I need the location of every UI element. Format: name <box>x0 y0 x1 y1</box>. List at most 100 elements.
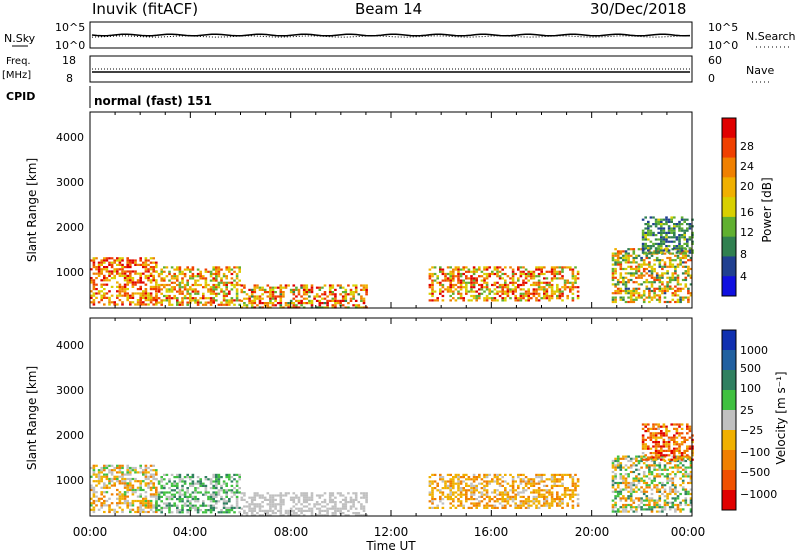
scatter-cell <box>212 279 215 282</box>
scatter-cell <box>279 514 283 517</box>
scatter-cell <box>215 502 218 505</box>
scatter-cell <box>178 498 182 501</box>
scatter-cell <box>328 286 332 289</box>
scatter-cell <box>341 494 345 497</box>
scatter-cell <box>622 455 625 458</box>
scatter-cell <box>470 482 473 485</box>
velocity-colorbar-swatches <box>722 330 736 511</box>
scatter-cell <box>558 272 562 276</box>
scatter-cell <box>619 492 623 496</box>
scatter-cell <box>671 263 675 266</box>
scatter-cell <box>640 259 643 262</box>
scatter-cell <box>483 290 486 293</box>
scatter-cell <box>627 272 630 275</box>
scatter-cell <box>149 279 153 282</box>
scatter-cell <box>498 286 502 289</box>
scatter-cell <box>496 292 499 295</box>
scatter-cell <box>522 480 525 483</box>
scatter-cell <box>123 482 127 485</box>
scatter-cell <box>686 218 689 221</box>
scatter-cell <box>139 281 142 284</box>
scatter-cell <box>504 500 507 503</box>
scatter-cell <box>97 473 101 476</box>
scatter-cell <box>640 294 643 297</box>
scatter-cell <box>215 506 218 509</box>
scatter-cell <box>347 302 350 305</box>
scatter-cell <box>331 286 335 289</box>
scatter-cell <box>186 489 189 492</box>
scatter-cell <box>527 502 530 505</box>
scatter-cell <box>123 283 127 286</box>
scatter-cell <box>673 438 676 441</box>
scatter-cell <box>92 303 96 306</box>
scatter-cell <box>498 270 502 273</box>
scatter-cell <box>228 476 231 479</box>
scatter-cell <box>566 279 569 282</box>
scatter-cell <box>663 287 667 290</box>
scatter-cell <box>431 480 434 483</box>
scatter-cell <box>263 302 267 305</box>
scatter-cell <box>689 510 693 513</box>
scatter-cell <box>204 277 208 280</box>
scatter-cell <box>665 443 668 446</box>
scatter-cell <box>642 455 646 458</box>
scatter-cell <box>632 457 636 460</box>
scatter-cell <box>439 290 442 293</box>
scatter-cell <box>654 456 658 459</box>
scatter-cell <box>202 292 205 295</box>
scatter-cell <box>105 504 109 507</box>
scatter-cell <box>684 256 688 260</box>
scatter-cell <box>493 504 497 507</box>
scatter-cell <box>509 290 512 293</box>
scatter-cell <box>116 294 119 297</box>
scatter-cell <box>671 479 675 482</box>
scatter-cell <box>139 480 142 483</box>
scatter-cell <box>97 477 101 481</box>
scatter-cell <box>165 506 169 509</box>
scatter-cell <box>522 281 525 284</box>
scatter-cell <box>261 288 264 291</box>
scatter-cell <box>129 303 132 306</box>
scatter-cell <box>131 292 135 295</box>
scatter-cell <box>676 263 680 266</box>
scatter-cell <box>248 503 251 506</box>
scatter-cell <box>217 281 221 284</box>
scatter-cell <box>238 473 241 476</box>
scatter-cell <box>566 294 569 298</box>
scatter-cell <box>548 270 551 273</box>
scatter-cell <box>173 294 176 298</box>
scatter-cell <box>483 476 486 479</box>
scatter-cell <box>308 295 311 298</box>
nsky-label: N.Sky <box>4 32 36 45</box>
scatter-cell <box>637 292 641 295</box>
scatter-cell <box>178 288 182 291</box>
scatter-cell <box>632 462 636 465</box>
scatter-cell <box>509 498 512 501</box>
scatter-cell <box>641 249 645 252</box>
scatter-cell <box>328 291 332 294</box>
scatter-cell <box>212 297 215 300</box>
scatter-cell <box>168 509 171 512</box>
scatter-cell <box>478 495 481 498</box>
scatter-cell <box>470 283 473 287</box>
scatter-cell <box>465 288 468 291</box>
scatter-cell <box>681 265 685 268</box>
scatter-cell <box>173 268 176 271</box>
scatter-cell <box>217 473 221 476</box>
scatter-cell <box>220 281 223 284</box>
scatter-cell <box>452 270 455 273</box>
scatter-cell <box>173 476 176 479</box>
scatter-cell <box>635 296 638 299</box>
scatter-cell <box>640 506 643 509</box>
scatter-cell <box>228 500 231 503</box>
scatter-cell <box>648 281 651 284</box>
scatter-cell <box>352 501 355 504</box>
beam-title: Beam 14 <box>355 0 423 18</box>
scatter-cell <box>667 245 671 248</box>
scatter-cell <box>683 231 686 234</box>
scatter-cell <box>183 482 187 485</box>
scatter-cell <box>357 293 361 296</box>
scatter-cell <box>640 272 643 275</box>
scatter-cell <box>202 502 205 505</box>
scatter-cell <box>511 482 515 485</box>
